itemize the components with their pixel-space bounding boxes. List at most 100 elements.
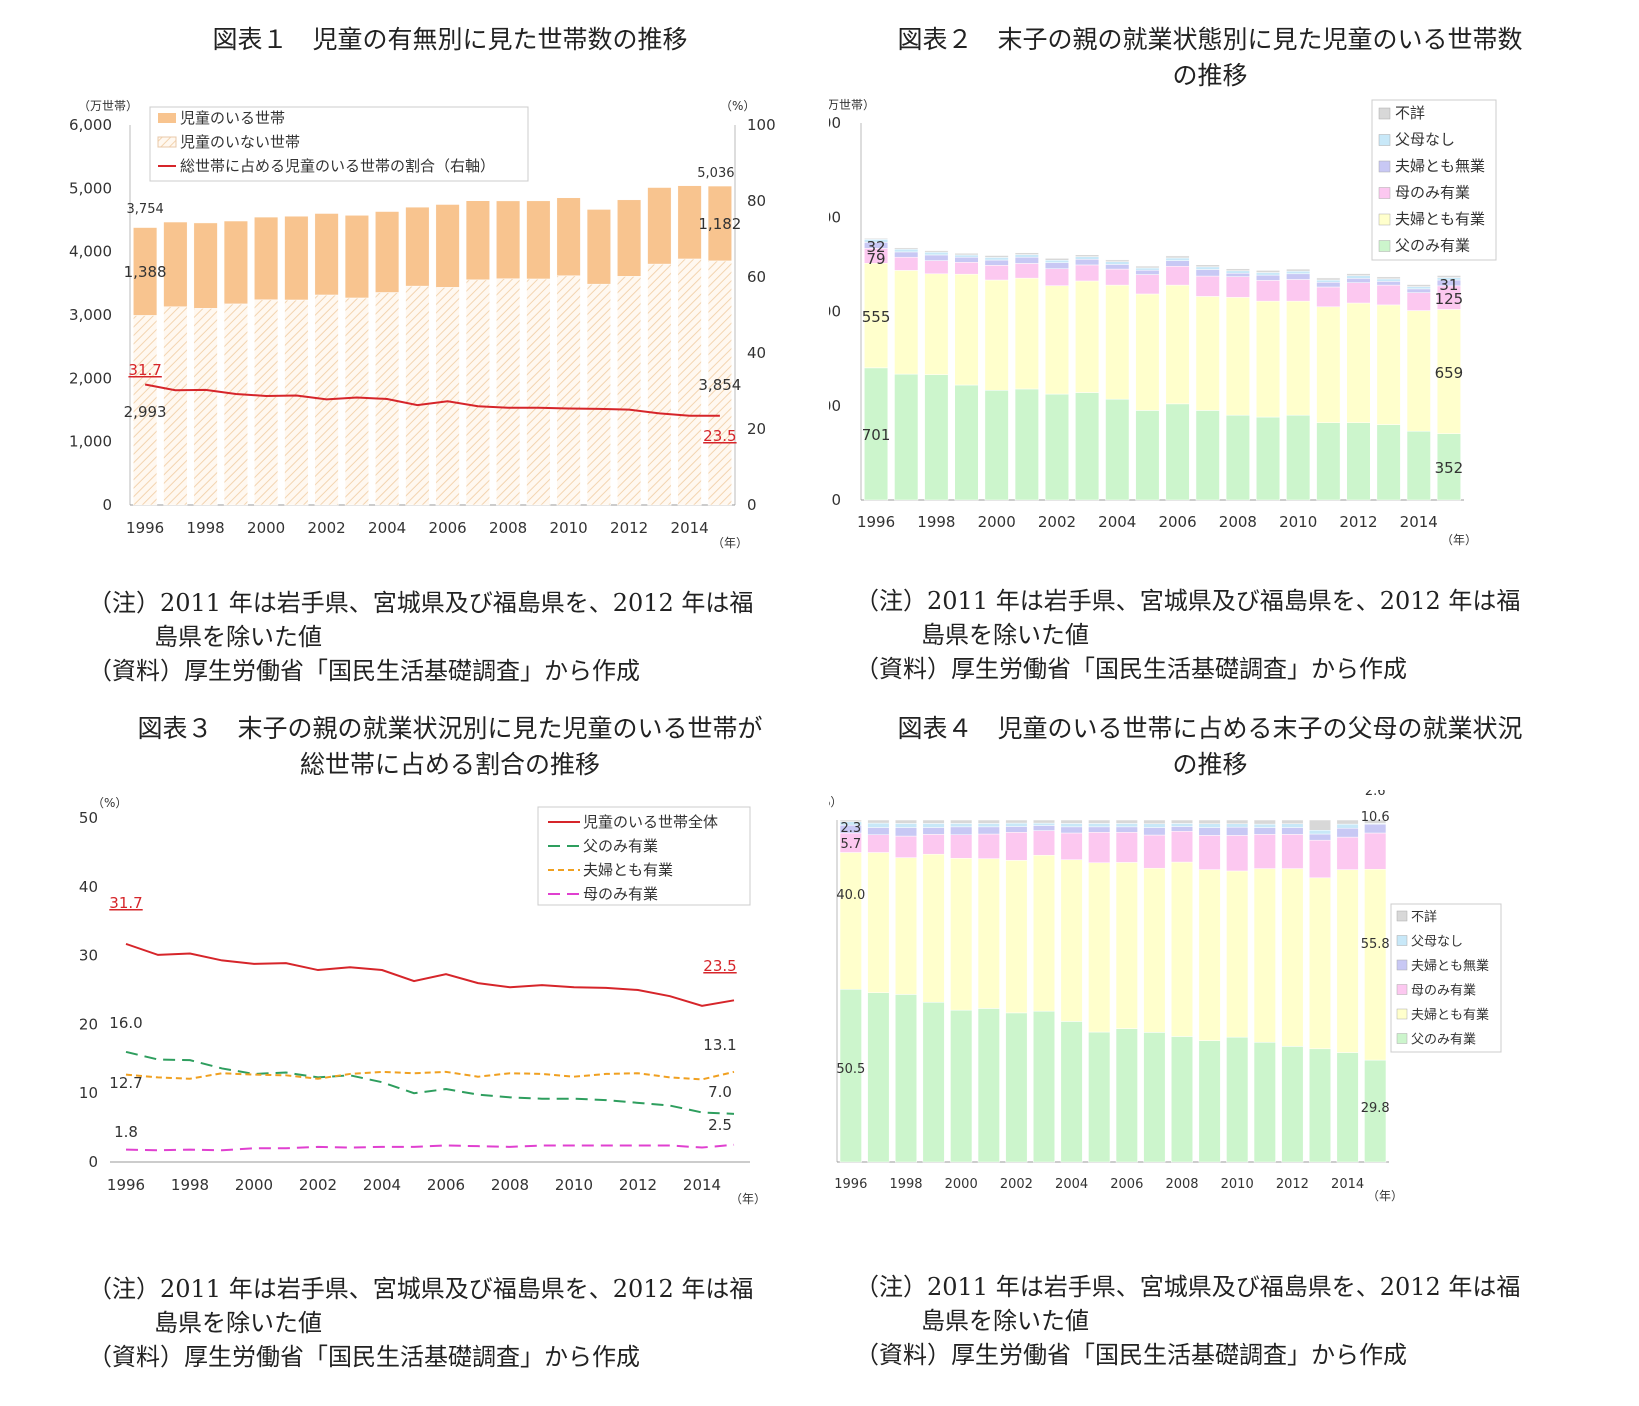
bar-seg-1 <box>1364 868 1387 1061</box>
bar-seg-3 <box>1376 281 1401 286</box>
bar-seg-3 <box>1406 288 1431 293</box>
bar-seg-0 <box>1195 410 1220 501</box>
bar-seg-1 <box>1308 877 1332 1050</box>
legend-label: 夫婦とも有業 <box>583 861 673 879</box>
x-tick-label: 1996 <box>107 1176 145 1194</box>
legend-with-children: 児童のいる世帯 <box>180 109 285 127</box>
bar-seg-0 <box>1346 422 1371 501</box>
bar-seg-2 <box>1281 834 1304 869</box>
bar-seg-0 <box>1044 393 1069 501</box>
legend-label: 父のみ有業 <box>1395 237 1470 255</box>
y-tick-label: 3,000 <box>69 306 112 324</box>
y-unit-left: （万世帯） <box>78 99 138 113</box>
bar-seg-1 <box>1346 302 1371 423</box>
x-tick-label: 2010 <box>555 1176 593 1194</box>
chart1-note-cont: 島県を除いた値 <box>154 623 322 651</box>
bar-seg-1 <box>1195 296 1220 411</box>
bar-seg-4 <box>894 248 919 253</box>
chart1-stacked-bar: 0 1,000 2,000 3,000 4,000 5,000 6,000 0 20 40 60 80… <box>69 99 776 550</box>
bar-seg-4 <box>1225 270 1250 274</box>
y2-tick-label: 80 <box>747 192 766 210</box>
y2-tick-label: 40 <box>747 344 766 362</box>
series-line-1 <box>125 1050 735 1115</box>
label-mother-last: 10.6 <box>1361 810 1390 825</box>
x-tick-label: 2008 <box>489 519 527 537</box>
label-both-last: 13.1 <box>703 1036 736 1054</box>
legend-swatch <box>1378 160 1391 173</box>
bar-with-children <box>405 206 430 287</box>
x-tick-label: 2002 <box>1000 1177 1033 1192</box>
bar-seg-2 <box>984 265 1009 281</box>
y-tick-label: 40 <box>79 878 98 896</box>
bar-seg-5 <box>1198 819 1221 825</box>
legend-label: 母のみ有業 <box>1411 983 1476 999</box>
bar-seg-5 <box>1032 819 1056 824</box>
bar-seg-4 <box>1143 823 1166 828</box>
bar-seg-1 <box>1014 277 1039 390</box>
bar-without-children <box>163 306 188 506</box>
label-both-first: 12.7 <box>109 1074 142 1092</box>
bar-seg-5 <box>1075 254 1100 257</box>
label-father-first: 16.0 <box>109 1014 142 1032</box>
bar-seg-4 <box>1226 823 1249 828</box>
bar-seg-2 <box>867 834 890 853</box>
label-mother-first: 79 <box>867 250 886 268</box>
legend-label: 不詳 <box>1395 104 1425 122</box>
bar-seg-5 <box>1256 270 1281 273</box>
bar-seg-1 <box>1256 300 1281 418</box>
bar-seg-0 <box>1060 1021 1083 1163</box>
bar-seg-1 <box>1005 860 1028 1014</box>
legend-label: 夫婦とも無業 <box>1395 157 1485 175</box>
x-tick-label: 2012 <box>1276 1177 1309 1192</box>
bar-seg-0 <box>1376 424 1401 501</box>
label-both-first: 555 <box>862 308 891 326</box>
bar-seg-5 <box>1105 259 1130 262</box>
bar-seg-3 <box>1256 274 1281 281</box>
x-tick-label: 2006 <box>1158 513 1196 531</box>
bar-seg-1 <box>894 857 918 995</box>
y-tick-label: 20 <box>79 1015 98 1033</box>
legend-box <box>537 806 751 906</box>
x-unit: （年） <box>712 536 748 550</box>
bar-seg-1 <box>1032 854 1056 1012</box>
legend-swatch <box>1378 134 1391 146</box>
legend-box <box>1371 99 1497 261</box>
bar-seg-0 <box>1143 1032 1166 1163</box>
bar-seg-4 <box>1005 822 1028 827</box>
chart1-note: （注）2011 年は岩手県、宮城県及び福島県を、2012 年は福 島県を除いた値… <box>88 586 808 688</box>
bar-seg-0 <box>1005 1012 1028 1163</box>
x-tick-label: 2006 <box>427 1176 465 1194</box>
chart1-note-label: （注） <box>88 589 160 617</box>
bar-seg-5 <box>1253 819 1276 825</box>
bar-with-children <box>223 220 248 305</box>
chart2-stacked-bar: 0 500 1,000 1,500 2,000 （万世帯） （年） 1996 1998 2000 2… <box>829 98 1497 547</box>
x-tick-label: 1998 <box>917 513 955 531</box>
bar-seg-3 <box>977 826 1000 835</box>
bar-seg-5 <box>1286 268 1311 272</box>
bar-seg-4 <box>950 823 973 828</box>
y-tick-label: 0 <box>102 496 112 514</box>
bar-seg-3 <box>1135 269 1160 275</box>
x-tick-label: 2000 <box>978 513 1016 531</box>
x-unit: （年） <box>1441 533 1477 547</box>
label-neither-first: 32 <box>867 238 886 256</box>
legend-swatch <box>1396 1033 1408 1044</box>
ratio-line <box>144 383 720 417</box>
bar-seg-3 <box>1014 256 1039 264</box>
bar-seg-1 <box>924 273 949 375</box>
bar-seg-0 <box>954 384 979 501</box>
bar-seg-2 <box>1115 832 1138 863</box>
bar-seg-4 <box>1170 823 1194 827</box>
bar-with-children <box>526 200 551 280</box>
bar-seg-3 <box>1195 269 1220 277</box>
bar-seg-2 <box>1170 831 1194 863</box>
bar-seg-4 <box>922 823 945 828</box>
y-tick-label: 2,000 <box>69 369 112 387</box>
bar-seg-1 <box>1316 306 1341 423</box>
y2-tick-label: 100 <box>747 116 776 134</box>
bar-seg-1 <box>954 273 979 386</box>
legend-swatch-without-children <box>157 136 177 148</box>
bar-seg-3 <box>950 826 973 835</box>
label-neither-first: 2.3 <box>840 821 861 836</box>
x-tick-label: 2012 <box>610 519 648 537</box>
